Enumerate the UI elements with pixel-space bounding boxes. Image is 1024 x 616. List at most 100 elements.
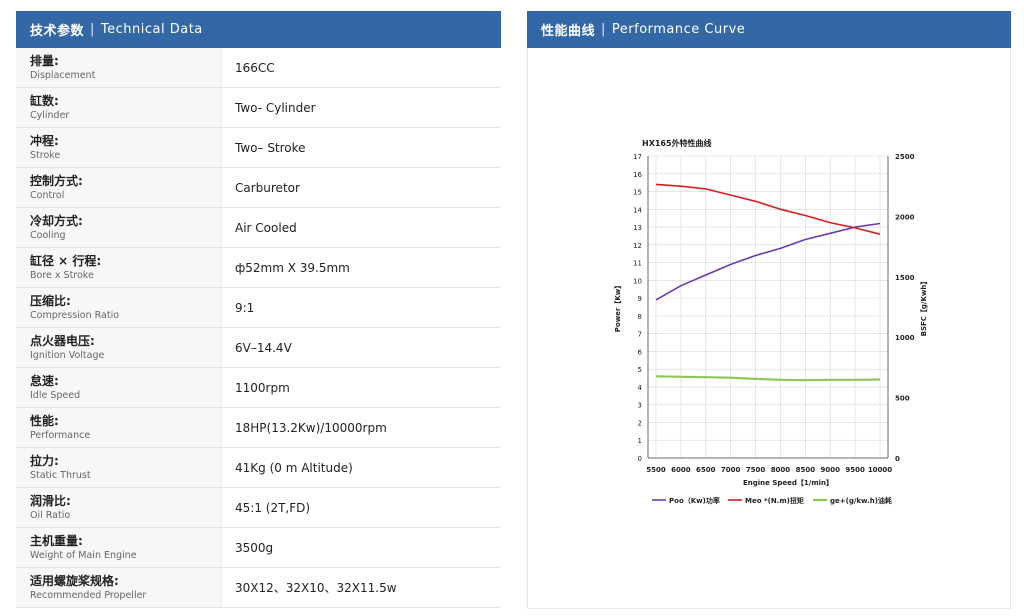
y-axis-label: Power【Kw】 xyxy=(614,282,622,333)
technical-data-header: 技术参数 | Technical Data xyxy=(16,11,501,48)
spec-label-en: Control xyxy=(30,189,65,201)
spec-label: 点火器电压: Ignition Voltage xyxy=(16,328,222,367)
spec-value: 3500g xyxy=(235,540,274,555)
spec-row: 排量: Displacement 166CC xyxy=(16,48,501,88)
y-tick-label: 5 xyxy=(638,366,642,374)
spec-label: 冲程: Stroke xyxy=(16,128,222,167)
series-line-3 xyxy=(655,375,881,382)
y-tick-label: 4 xyxy=(638,384,643,392)
y-tick-label: 7 xyxy=(638,331,642,339)
header-separator: | xyxy=(90,22,95,37)
spec-value: Carburetor xyxy=(235,180,300,195)
spec-row: 点火器电压: Ignition Voltage 6V–14.4V xyxy=(16,328,501,368)
y2-tick-label: 1500 xyxy=(895,274,915,282)
spec-label: 冷却方式: Cooling xyxy=(16,208,222,247)
y-tick-label: 13 xyxy=(633,224,642,232)
spec-label: 主机重量: Weight of Main Engine xyxy=(16,528,222,567)
y2-tick-label: 2000 xyxy=(895,213,915,221)
chart-container: HX165外特性曲线 0 1 2 3 4 5 6 7 8 9 10 11 12 13 14 15 16 17 5500… xyxy=(527,48,1011,609)
spec-label-en: Cooling xyxy=(30,229,66,241)
spec-label-zh: 拉力: xyxy=(30,453,59,468)
spec-label-en: Bore x Stroke xyxy=(30,269,94,281)
spec-value: Two– Stroke xyxy=(235,140,306,155)
spec-row: 性能: Performance 18HP(13.2Kw)/10000rpm xyxy=(16,408,501,448)
spec-label-en: Idle Speed xyxy=(30,389,81,401)
performance-curve-header: 性能曲线 | Performance Curve xyxy=(527,11,1011,48)
header-title-en: Performance Curve xyxy=(611,22,746,37)
spec-label: 缸径 × 行程: Bore x Stroke xyxy=(16,248,222,287)
spec-label-en: Recommended Propeller xyxy=(30,589,147,601)
y-tick-label: 17 xyxy=(633,153,642,161)
spec-label-en: Oil Ratio xyxy=(30,509,71,521)
spec-row: 缸径 × 行程: Bore x Stroke ф52mm X 39.5mm xyxy=(16,248,501,288)
x-tick-label: 9000 xyxy=(820,466,840,474)
spec-label-en: Displacement xyxy=(30,69,96,81)
spec-label-zh: 冷却方式: xyxy=(30,213,83,228)
spec-value: 41Kg (0 m Altitude) xyxy=(235,460,353,475)
chart-title: HX165外特性曲线 xyxy=(642,138,712,148)
spec-label-en: Cylinder xyxy=(30,109,70,121)
y-tick-label: 0 xyxy=(638,455,642,463)
x-axis-label: Engine Speed【1/min】 xyxy=(743,479,833,487)
spec-value: 1100rpm xyxy=(235,380,290,395)
legend-label: Poo（Kw)功率 xyxy=(669,496,720,505)
y-tick-label: 8 xyxy=(638,313,642,321)
spec-label: 控制方式: Control xyxy=(16,168,222,207)
x-tick-label: 8500 xyxy=(796,466,816,474)
spec-label: 拉力: Static Thrust xyxy=(16,448,222,487)
spec-label-zh: 缸数: xyxy=(30,93,59,108)
spec-label-zh: 润滑比: xyxy=(30,493,71,508)
spec-value: ф52mm X 39.5mm xyxy=(235,260,350,275)
spec-label: 怠速: Idle Speed xyxy=(16,368,222,407)
spec-row: 冷却方式: Cooling Air Cooled xyxy=(16,208,501,248)
spec-label: 润滑比: Oil Ratio xyxy=(16,488,222,527)
spec-label: 性能: Performance xyxy=(16,408,222,447)
x-tick-label: 7000 xyxy=(721,466,741,474)
y-tick-label: 15 xyxy=(633,189,642,197)
spec-label: 缸数: Cylinder xyxy=(16,88,222,127)
y2-tick-label: 500 xyxy=(895,395,910,403)
spec-value: 45:1 (2T,FD) xyxy=(235,500,311,515)
spec-row: 控制方式: Control Carburetor xyxy=(16,168,501,208)
spec-label-en: Weight of Main Engine xyxy=(30,549,137,561)
x-tick-label: 5500 xyxy=(646,466,666,474)
spec-value: 9:1 xyxy=(235,300,255,315)
header-title-en: Technical Data xyxy=(100,22,203,37)
spec-label: 适用螺旋桨规格: Recommended Propeller xyxy=(16,568,222,607)
spec-label-zh: 控制方式: xyxy=(30,173,83,188)
x-tick-label: 10000 xyxy=(868,466,892,474)
y-tick-label: 16 xyxy=(633,171,642,179)
performance-curve-panel: 性能曲线 | Performance Curve HX165外特性曲线 0 1 2 3 4… xyxy=(527,11,1011,609)
spec-label-zh: 排量: xyxy=(30,53,59,68)
y-tick-label: 2 xyxy=(638,419,642,427)
spec-label-zh: 主机重量: xyxy=(30,533,83,548)
y-tick-label: 1 xyxy=(638,437,642,445)
spec-value: 166CC xyxy=(235,60,275,75)
y-tick-label: 11 xyxy=(633,260,642,268)
spec-table: 排量: Displacement 166CC 缸数: Cylinder Two- Cyli… xyxy=(16,48,501,608)
spec-label-en: Performance xyxy=(30,429,91,441)
y2-tick-label: 1000 xyxy=(895,334,915,342)
spec-row: 拉力: Static Thrust 41Kg (0 m Altitude) xyxy=(16,448,501,488)
x-tick-label: 6000 xyxy=(671,466,691,474)
y-tick-label: 10 xyxy=(633,277,642,285)
y-tick-label: 9 xyxy=(638,295,642,303)
x-tick-label: 6500 xyxy=(696,466,716,474)
spec-row: 压缩比: Compression Ratio 9:1 xyxy=(16,288,501,328)
spec-label-zh: 缸径 × 行程: xyxy=(30,253,102,268)
spec-label: 排量: Displacement xyxy=(16,48,222,87)
y-tick-label: 14 xyxy=(633,206,642,214)
spec-label-zh: 怠速: xyxy=(30,373,59,388)
y-tick-label: 6 xyxy=(638,348,643,356)
spec-label-zh: 点火器电压: xyxy=(30,333,95,348)
x-tick-label: 9500 xyxy=(845,466,865,474)
y2-tick-label: 0 xyxy=(895,455,900,463)
legend-label: ge+(g/kw.h)油耗 xyxy=(830,496,892,505)
spec-label-zh: 冲程: xyxy=(30,133,59,148)
spec-label-zh: 适用螺旋桨规格: xyxy=(30,573,119,588)
spec-value: Two- Cylinder xyxy=(235,100,316,115)
spec-label-en: Ignition Voltage xyxy=(30,349,105,361)
legend-label: Meo *(N.m)扭矩 xyxy=(745,496,804,505)
spec-label-zh: 压缩比: xyxy=(30,293,71,308)
series-line-2 xyxy=(655,183,881,235)
